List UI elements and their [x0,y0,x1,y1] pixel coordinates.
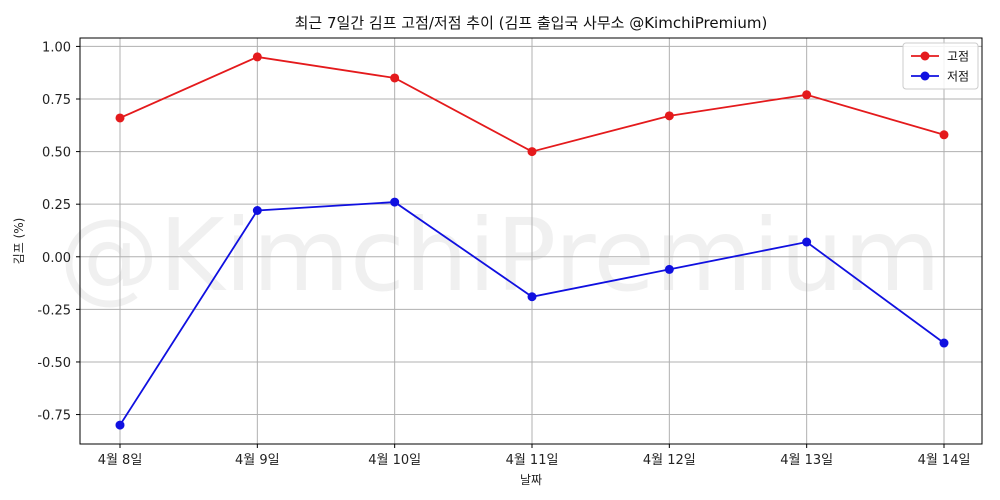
y-tick-label: 0.25 [42,198,71,213]
series-1-point [664,111,674,121]
x-tick-label: 4월 14일 [918,453,971,468]
x-tick-label: 4월 12일 [643,453,696,468]
x-tick-label: 4월 10일 [368,453,421,468]
plot-frame [79,37,983,445]
legend-marker [920,51,930,61]
series-2-point [802,237,812,247]
y-tick-label: -0.50 [37,356,71,371]
series-2-point [390,197,400,207]
series-2-point [115,420,125,430]
y-tick-label: 0.00 [42,251,71,266]
series-2-point [252,205,262,215]
y-tick-label: 0.50 [42,146,71,161]
y-axis-title: 김프 (%) [12,218,26,265]
y-tick-label: 1.00 [42,40,71,55]
plot-border [79,37,983,445]
legend-marker [920,71,930,81]
series-1-point [527,147,537,157]
y-tick-label: -0.75 [37,409,71,424]
legend-label: 저점 [947,70,969,84]
series-2-point [527,292,537,302]
series-layer [115,52,949,430]
x-tick-label: 4월 8일 [98,453,143,468]
x-tick-label: 4월 9일 [235,453,280,468]
legend-label: 고점 [947,50,969,64]
series-1-point [939,130,949,140]
series-2-point [664,264,674,274]
x-axis-title: 날짜 [520,473,542,487]
series-1-point [390,73,400,83]
series-2-point [939,338,949,348]
series-1-point [802,90,812,100]
watermark: @KimchiPremium [59,197,941,314]
y-tick-label: -0.25 [37,303,71,318]
series-1-point [252,52,262,62]
x-ticks: 4월 8일 4월 9일 4월 10일 4월 11일 4월 12일 4월 13일 4월 14일 [98,444,971,468]
x-tick-label: 4월 11일 [506,453,559,468]
y-tick-label: 0.75 [42,93,71,108]
chart-title: 최근 7일간 김프 고점/저점 추이 (김프 출입국 사무소 @KimchiPr… [295,14,768,32]
y-ticks: -0.75 -0.50 -0.25 0.00 0.25 0.50 0.75 1.00 [37,40,80,424]
x-tick-label: 4월 13일 [780,453,833,468]
series-1-point [115,113,125,123]
